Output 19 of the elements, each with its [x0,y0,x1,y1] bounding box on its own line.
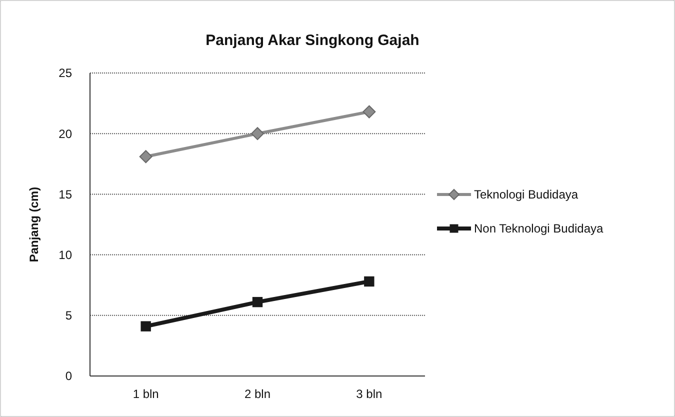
point [362,105,376,118]
point [364,276,374,287]
legend-label: Teknologi Budidaya [474,188,578,202]
y-tick-label: 0 [65,369,72,384]
chart-title: Panjang Akar Singkong Gajah [206,32,420,49]
y-tick-label: 5 [65,308,72,323]
y-tick-label: 10 [58,248,72,262]
point [139,150,152,164]
x-tick-label: 2 bln [244,387,271,401]
x-tick-label: 3 bln [356,387,382,401]
x-tick-label: 1 bln [132,387,159,401]
y-tick-label: 20 [58,126,72,141]
y-axis-title: Panjang (cm) [27,186,41,262]
legend-label: Non Teknologi Budidaya [474,222,604,236]
point [251,127,264,140]
point [252,296,263,308]
point [140,321,151,332]
y-tick-label: 25 [58,66,72,80]
y-tick-label: 15 [58,187,72,202]
